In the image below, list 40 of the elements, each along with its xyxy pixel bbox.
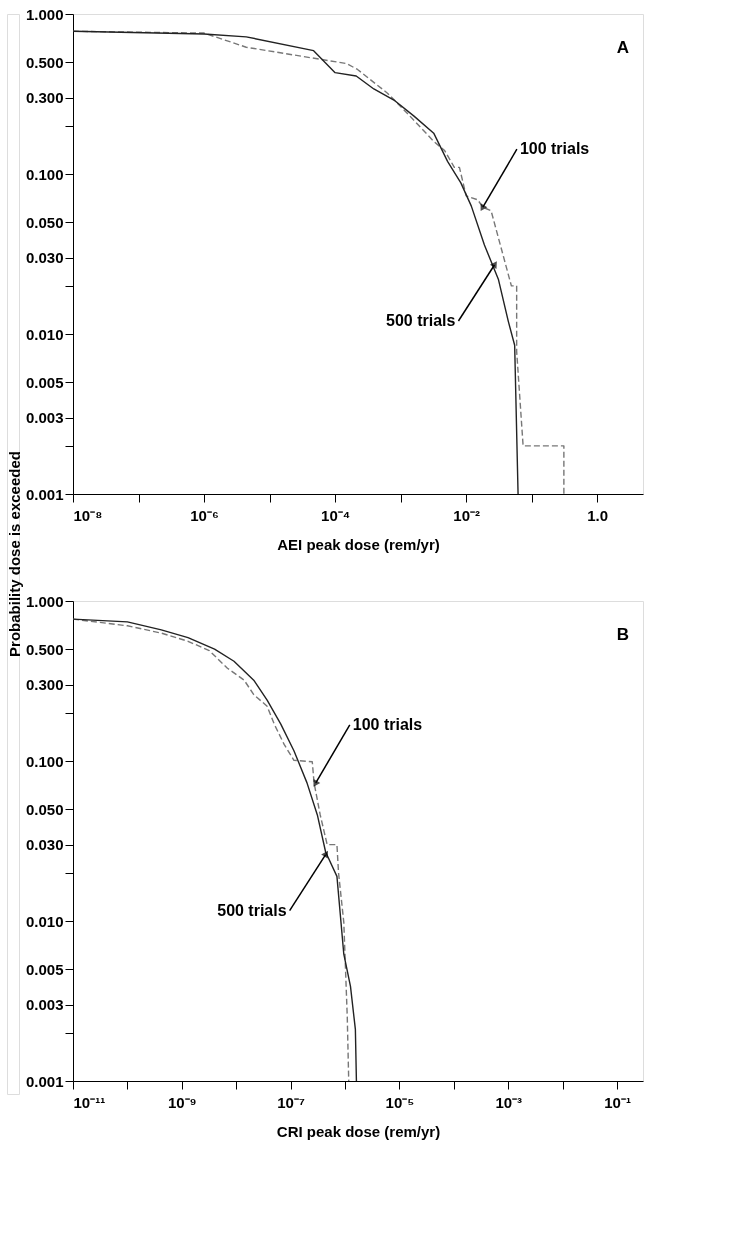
annotation: 500 trials <box>386 311 456 329</box>
x-tick-label: 10⁻¹ <box>604 1093 631 1111</box>
y-tick-label: 0.500 <box>25 640 64 658</box>
x-tick-label: 10⁻⁵ <box>385 1093 415 1111</box>
y-tick-label: 0.001 <box>25 485 64 503</box>
y-tick-label: 0.050 <box>25 800 64 818</box>
y-tick-label: 1.000 <box>25 592 64 610</box>
y-tick-label: 0.500 <box>25 53 64 71</box>
annotation: 500 trials <box>217 901 287 919</box>
y-tick-label: 0.010 <box>25 325 64 343</box>
y-tick-label: 0.010 <box>25 912 64 930</box>
x-tick-label: 10⁻² <box>453 506 480 524</box>
annotation: 100 trials <box>352 715 423 733</box>
y-tick-label: 0.003 <box>25 409 64 427</box>
y-tick-label: 0.300 <box>25 89 64 107</box>
y-tick-label: 0.003 <box>25 996 64 1014</box>
annotation: 100 trials <box>519 140 590 158</box>
y-tick-label: 0.030 <box>25 836 64 854</box>
x-tick-label: 10⁻¹¹ <box>73 1093 106 1111</box>
y-tick-label: 1.000 <box>25 5 64 23</box>
x-tick-label: 10⁻⁷ <box>277 1093 306 1111</box>
x-tick-label: 10⁻⁶ <box>190 506 219 524</box>
y-axis-title: Probability dose is exceeded <box>6 451 23 657</box>
annotation: B <box>616 625 629 644</box>
x-tick-label: 1.0 <box>587 506 609 524</box>
x-tick-label: 10⁻⁴ <box>321 506 351 524</box>
x-axis-title: CRI peak dose (rem/yr) <box>276 1122 441 1140</box>
x-tick-label: 10⁻⁹ <box>167 1093 197 1111</box>
x-tick-label: 10⁻⁸ <box>73 506 103 524</box>
x-tick-label: 10⁻³ <box>495 1093 523 1111</box>
y-tick-label: 0.001 <box>25 1072 64 1090</box>
y-tick-label: 0.300 <box>25 676 64 694</box>
x-axis-title: AEI peak dose (rem/yr) <box>277 535 440 553</box>
y-tick-label: 0.030 <box>25 249 64 267</box>
y-tick-label: 0.100 <box>25 752 64 770</box>
annotation: A <box>616 38 629 57</box>
y-tick-label: 0.050 <box>25 213 64 231</box>
y-tick-label: 0.100 <box>25 165 64 183</box>
y-tick-label: 0.005 <box>25 960 64 978</box>
y-tick-label: 0.005 <box>25 373 64 391</box>
